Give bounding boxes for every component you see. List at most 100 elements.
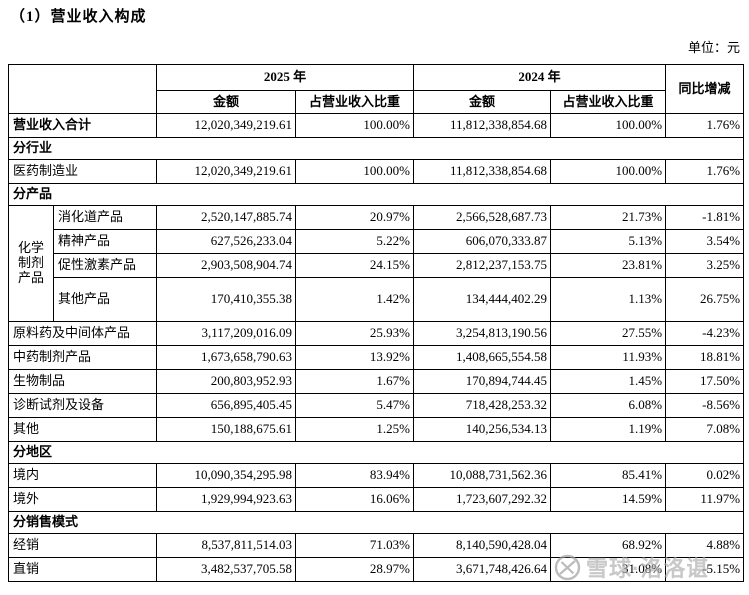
row-label-cell: 营业收入合计 — [8, 113, 157, 138]
amount-2024-cell: 1,408,665,554.58 — [413, 345, 552, 370]
yoy-cell: -5.15% — [665, 557, 745, 582]
table-body: 营业收入合计 12,020,349,219.61 100.00% 11,812,338… — [7, 113, 745, 582]
pct-2025-cell: 100.00% — [294, 159, 415, 184]
table-row: 经销 8,537,811,514.03 71.03% 8,140,590,428.04… — [8, 533, 745, 558]
yoy-cell: 1.76% — [665, 159, 745, 184]
header-year-2025: 2025 年 — [155, 64, 415, 91]
pct-2025-cell: 25.93% — [294, 321, 415, 346]
pct-2024-cell: 6.08% — [550, 393, 667, 418]
header-row-metrics: 金额 占营业收入比重 金额 占营业收入比重 — [9, 90, 744, 114]
yoy-cell: 4.88% — [665, 533, 745, 558]
yoy-cell: 0.02% — [665, 463, 745, 488]
amount-2025-cell: 656,895,405.45 — [156, 393, 296, 418]
pct-2024-cell: 5.13% — [550, 229, 667, 254]
amount-2024-cell: 11,812,338,854.68 — [413, 159, 552, 184]
pct-2024-cell: 68.92% — [550, 533, 667, 558]
section-label-cell: 分行业 — [7, 137, 745, 160]
pct-2025-cell: 28.97% — [294, 557, 415, 582]
table-row: 生物制品 200,803,952.93 1.67% 170,894,744.45 1.4… — [8, 369, 745, 394]
pct-2024-cell: 1.13% — [550, 277, 667, 322]
row-label-cell: 促性激素产品 — [53, 253, 157, 278]
table-row: 化学 制剂 产品 消化道产品 2,520,147,885.74 20.97% 2,566… — [8, 205, 745, 322]
amount-2025-cell: 150,188,675.61 — [156, 417, 296, 442]
pct-2025-cell: 20.97% — [294, 205, 415, 230]
amount-2025-cell: 200,803,952.93 — [156, 369, 296, 394]
pct-2025-cell: 5.47% — [294, 393, 415, 418]
yoy-cell: 26.75% — [665, 277, 745, 322]
table-row: 中药制剂产品 1,673,658,790.63 13.92% 1,408,665,55… — [8, 345, 745, 370]
pct-2024-cell: 23.81% — [550, 253, 667, 278]
pct-2024-cell: 1.19% — [550, 417, 667, 442]
unit-label: 单位：元 — [687, 40, 740, 55]
yoy-cell: 17.50% — [665, 369, 745, 394]
table-row: 医药制造业 12,020,349,219.61 100.00% 11,812,338,… — [8, 159, 745, 184]
yoy-cell: 11.97% — [665, 487, 745, 512]
amount-2024-cell: 606,070,333.87 — [413, 229, 552, 254]
table-row: 原料药及中间体产品 3,117,209,016.09 25.93% 3,254,813… — [8, 321, 745, 346]
corner-cell — [8, 64, 157, 114]
page-title: （1）营业收入构成 — [10, 9, 147, 25]
table-row: 其他 150,188,675.61 1.25% 140,256,534.13 1.19%… — [8, 417, 745, 442]
pct-2024-cell: 1.45% — [550, 369, 667, 394]
table-row: 诊断试剂及设备 656,895,405.45 5.47% 718,428,253.32… — [8, 393, 745, 418]
pct-2025-cell: 16.06% — [294, 487, 415, 512]
row-label-cell: 境内 — [8, 463, 157, 488]
pct-2024-cell: 31.08% — [550, 557, 667, 582]
section-label-cell: 分地区 — [7, 441, 745, 464]
header-amount-2024: 金额 — [413, 90, 552, 114]
amount-2025-cell: 12,020,349,219.61 — [156, 113, 296, 138]
row-label-cell: 其他产品 — [53, 277, 157, 322]
row-label-cell: 境外 — [8, 487, 157, 512]
pct-2025-cell: 1.67% — [294, 369, 415, 394]
yoy-cell: 1.76% — [665, 113, 745, 138]
table-row: 分产品 — [7, 183, 745, 206]
row-label-cell: 生物制品 — [8, 369, 157, 394]
row-label-cell: 原料药及中间体产品 — [8, 321, 157, 346]
table-row: 直销 3,482,537,705.58 28.97% 3,671,748,426.64… — [8, 557, 745, 582]
pct-2025-cell: 5.22% — [294, 229, 415, 254]
amount-2025-cell: 8,537,811,514.03 — [156, 533, 296, 558]
yoy-cell: -4.23% — [665, 321, 745, 346]
pct-2024-cell: 85.41% — [550, 463, 667, 488]
header-amount-2025: 金额 — [156, 90, 296, 114]
row-label-cell: 其他 — [8, 417, 157, 442]
header-year-2024: 2024 年 — [413, 64, 667, 91]
header-yoy: 同比增减 — [665, 64, 745, 114]
amount-2024-cell: 10,088,731,562.36 — [413, 463, 552, 488]
pct-2025-cell: 24.15% — [294, 253, 415, 278]
amount-2025-cell: 1,929,994,923.63 — [156, 487, 296, 512]
row-label-cell: 精神产品 — [53, 229, 157, 254]
row-label-cell: 诊断试剂及设备 — [8, 393, 157, 418]
amount-2024-cell: 1,723,607,292.32 — [413, 487, 552, 512]
amount-2025-cell: 3,117,209,016.09 — [156, 321, 296, 346]
amount-2025-cell: 170,410,355.38 — [156, 277, 296, 322]
header-pct-2025: 占营业收入比重 — [294, 90, 415, 114]
amount-2025-cell: 2,903,508,904.74 — [156, 253, 296, 278]
amount-2025-cell: 2,520,147,885.74 — [156, 205, 296, 230]
table-row: 分销售模式 — [7, 511, 745, 534]
row-label-cell: 直销 — [8, 557, 157, 582]
table-row: 精神产品 627,526,233.04 5.22% 606,070,333.87 5.1… — [9, 229, 745, 254]
amount-2024-cell: 2,566,528,687.73 — [413, 205, 552, 230]
table-row: 境内 10,090,354,295.98 83.94% 10,088,731,562.… — [8, 463, 745, 488]
yoy-cell: 3.25% — [665, 253, 745, 278]
section-label-cell: 分销售模式 — [7, 511, 745, 534]
row-label-cell: 中药制剂产品 — [8, 345, 157, 370]
table-row: 分地区 — [7, 441, 745, 464]
yoy-cell: -8.56% — [665, 393, 745, 418]
amount-2024-cell: 2,812,237,153.75 — [413, 253, 552, 278]
amount-2024-cell: 718,428,253.32 — [413, 393, 552, 418]
yoy-cell: 7.08% — [665, 417, 745, 442]
table-row: 营业收入合计 12,020,349,219.61 100.00% 11,812,338… — [8, 113, 745, 138]
amount-2024-cell: 170,894,744.45 — [413, 369, 552, 394]
pct-2025-cell: 13.92% — [294, 345, 415, 370]
pct-2024-cell: 100.00% — [550, 159, 667, 184]
pct-2025-cell: 1.25% — [294, 417, 415, 442]
group-label-cell: 化学 制剂 产品 — [8, 205, 54, 322]
revenue-composition-table: 2025 年 2024 年 同比增减 金额 占营业收入比重 金额 占营业收入比重… — [7, 64, 745, 582]
pct-2024-cell: 14.59% — [550, 487, 667, 512]
amount-2024-cell: 8,140,590,428.04 — [413, 533, 552, 558]
yoy-cell: -1.81% — [665, 205, 745, 230]
yoy-cell: 3.54% — [665, 229, 745, 254]
amount-2025-cell: 627,526,233.04 — [156, 229, 296, 254]
